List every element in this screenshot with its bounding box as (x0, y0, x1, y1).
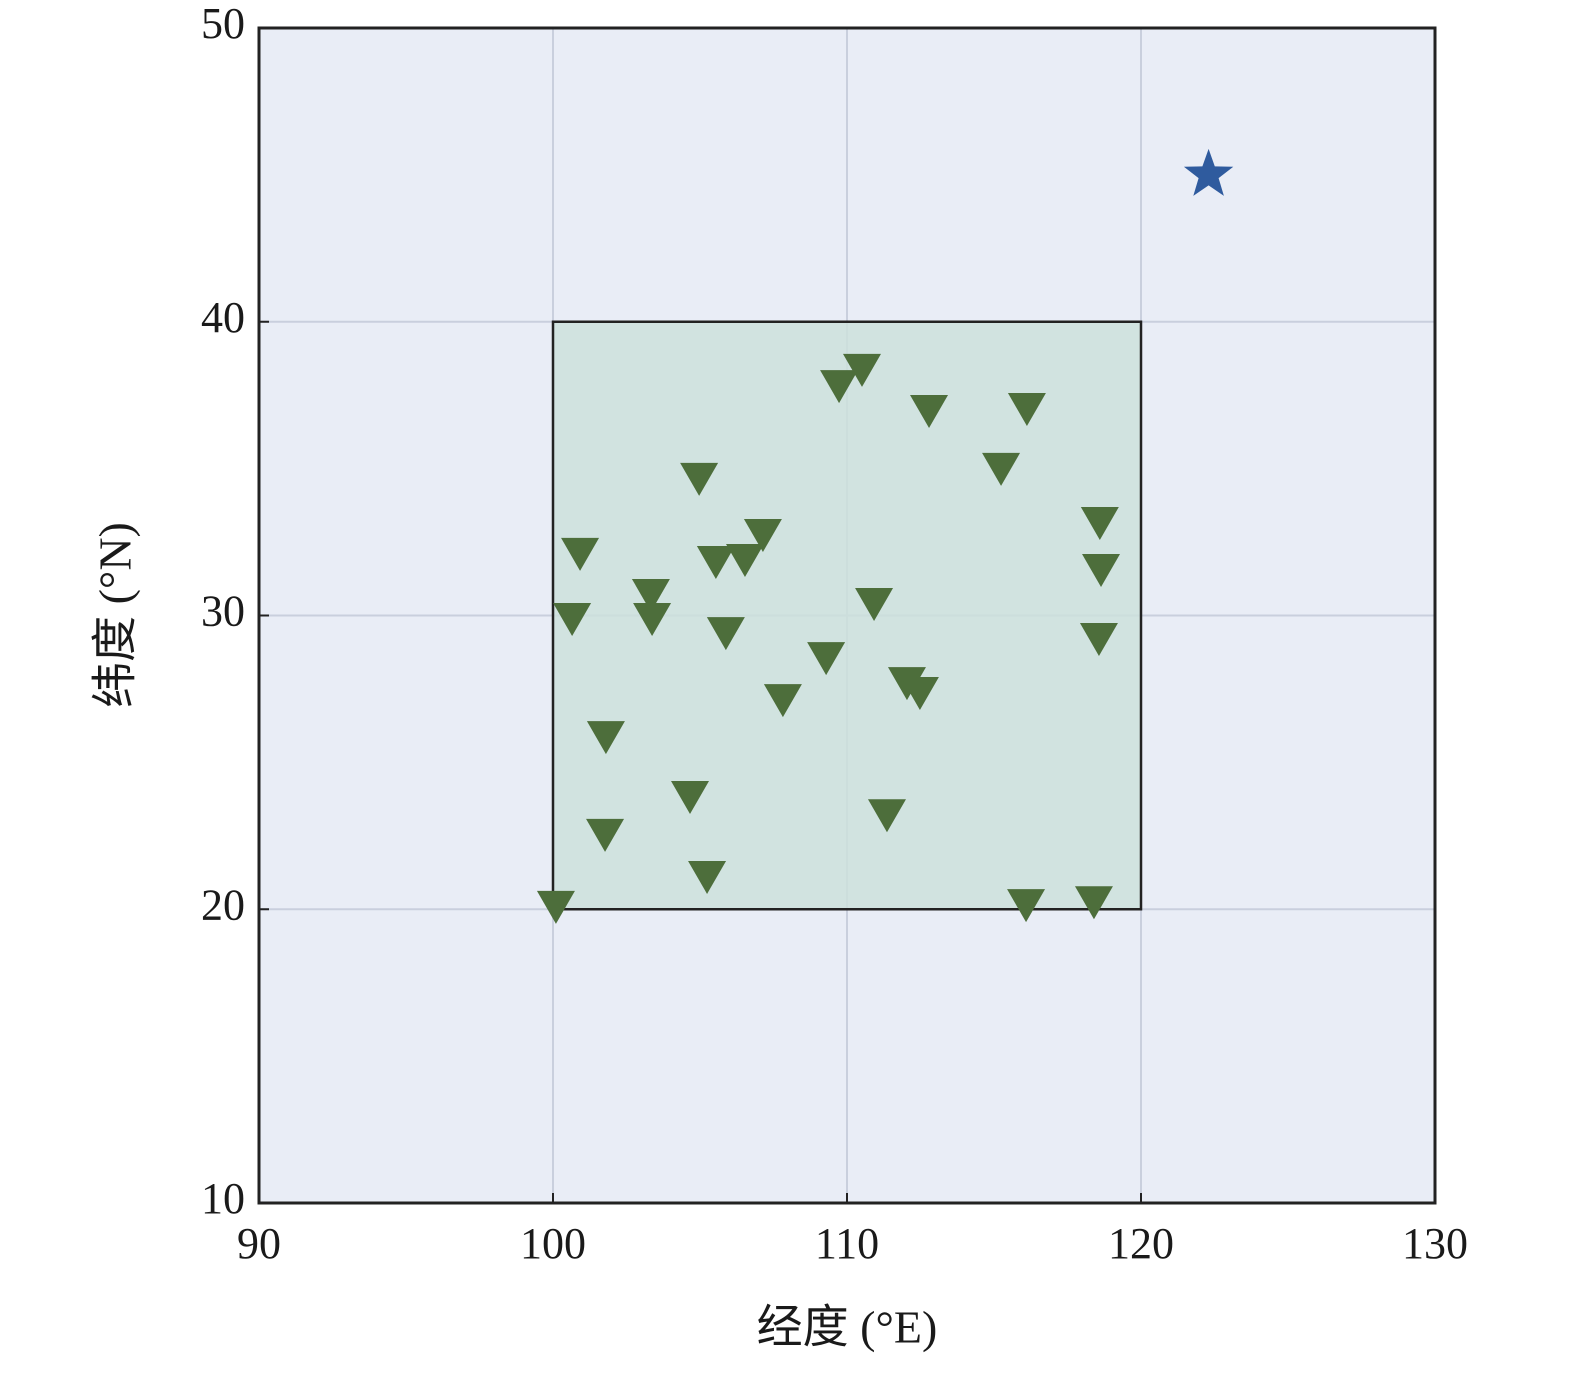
ticks: 90 100 110 120 130 10 20 30 40 50 (201, 0, 1468, 1268)
data-point (842, 353, 881, 387)
data-point (900, 677, 939, 711)
data-point (586, 721, 625, 755)
data-point (586, 818, 625, 852)
x-axis-label: 经度 (°E) (757, 1302, 938, 1353)
x-tick-label: 120 (1108, 1219, 1174, 1268)
data-point (688, 860, 727, 894)
marks (536, 148, 1234, 924)
data-point (553, 603, 592, 637)
data-point (696, 546, 735, 580)
x-tick-label: 130 (1402, 1219, 1468, 1268)
data-point (561, 537, 600, 571)
data-point (725, 543, 764, 577)
data-point (631, 578, 670, 612)
data-point (536, 890, 575, 924)
data-point (633, 603, 672, 637)
x-tick-label: 90 (237, 1219, 281, 1268)
data-point (1007, 392, 1046, 426)
y-axis-label: 纬度 (°N) (90, 522, 141, 708)
x-tick-label: 100 (520, 1219, 586, 1268)
data-point (855, 588, 894, 622)
data-point (867, 799, 906, 833)
y-tick-label: 30 (201, 587, 245, 636)
data-point (807, 642, 846, 676)
data-point (680, 462, 719, 496)
data-point (1082, 553, 1121, 587)
y-tick-label: 40 (201, 293, 245, 342)
data-point (1007, 889, 1046, 923)
data-point (1183, 148, 1234, 196)
data-point (982, 452, 1021, 486)
data-point (706, 617, 745, 651)
x-tick-label: 110 (815, 1219, 879, 1268)
data-point (910, 395, 949, 429)
data-point (1080, 506, 1119, 540)
data-point (743, 519, 782, 553)
data-point (671, 781, 710, 815)
data-point (1079, 623, 1118, 656)
data-point (763, 684, 802, 718)
y-tick-label: 20 (201, 880, 245, 929)
data-point (1074, 886, 1113, 920)
y-tick-label: 50 (201, 0, 245, 48)
y-tick-label: 10 (201, 1174, 245, 1223)
data-point (820, 370, 859, 404)
